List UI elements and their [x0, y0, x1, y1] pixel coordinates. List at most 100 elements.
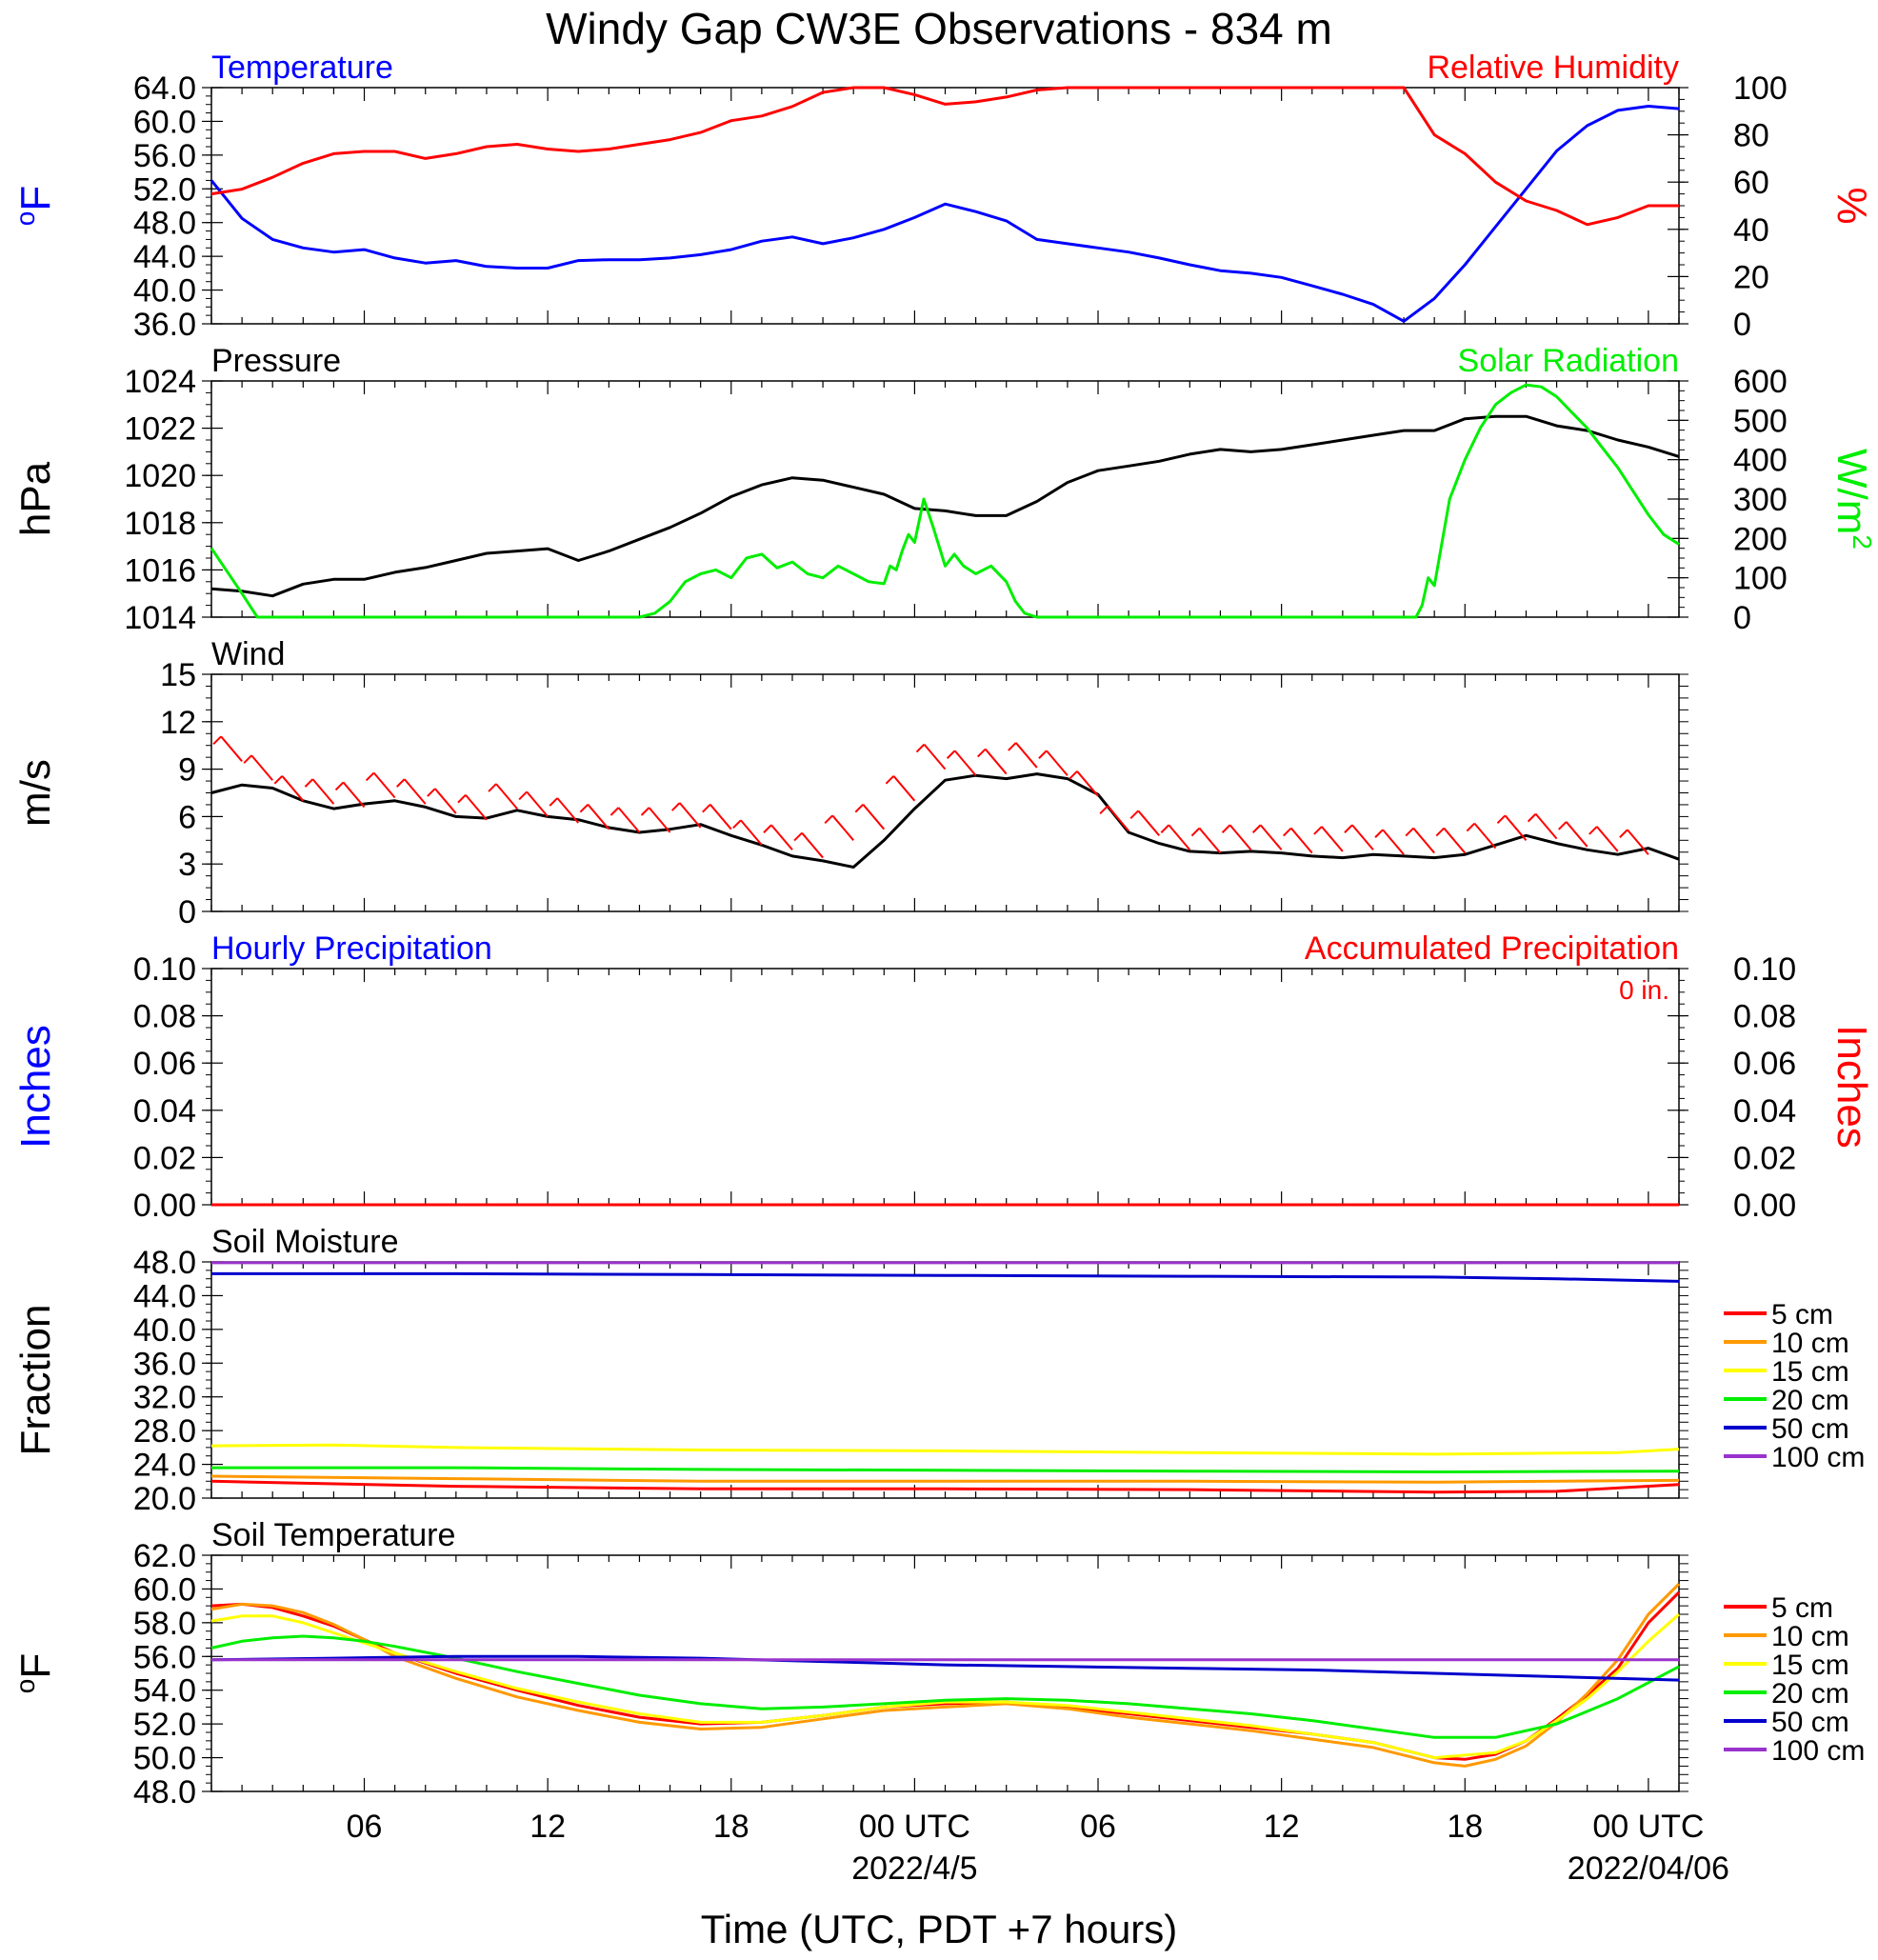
y-right-tick-label: 20 — [1733, 259, 1769, 295]
wind-barb — [1038, 750, 1069, 776]
y-tick-label: 15 — [160, 657, 196, 693]
panel-soil-moisture: 20.024.028.032.036.040.044.048.0 Soil Moi… — [12, 1224, 1865, 1517]
wind-barb-shaft — [862, 804, 886, 830]
series-line-solar-radiation — [210, 383, 1680, 619]
y-tick-label: 20.0 — [133, 1481, 196, 1517]
y-right-tick-label: 100 — [1733, 561, 1788, 597]
plot-frame — [210, 968, 1680, 1206]
y-tick-label: 32.0 — [133, 1380, 196, 1416]
wind-barb-flag — [1619, 829, 1628, 838]
wind-barb — [640, 807, 671, 833]
y-tick-label: 56.0 — [133, 1639, 196, 1675]
wind-barb — [1099, 805, 1129, 831]
legend-label: 10 cm — [1771, 1328, 1849, 1359]
series-line-50-cm — [211, 1271, 1680, 1283]
x-tick-label: 18 — [1447, 1809, 1483, 1845]
wind-barb-flag — [670, 802, 681, 811]
y-axis-label-right: W/m2 — [1828, 449, 1877, 550]
wind-barb — [488, 783, 518, 810]
wind-barb — [518, 790, 549, 818]
wind-barb — [609, 807, 641, 833]
y-right-tick-label: 80 — [1733, 118, 1769, 154]
wind-barb-flag — [640, 807, 650, 816]
y-tick-label: 56.0 — [133, 138, 196, 174]
wind-barb-flag — [793, 831, 803, 842]
y-axis-label-left: oF — [10, 1653, 59, 1693]
wind-barb-flag — [1160, 824, 1170, 833]
wind-barb — [1374, 829, 1405, 855]
legend-label: 10 cm — [1771, 1621, 1849, 1652]
series-line-temperature — [210, 105, 1680, 323]
series-line-pressure — [210, 414, 1680, 598]
wind-barb-shaft — [617, 807, 641, 833]
x-tick-label: 06 — [347, 1809, 383, 1845]
wind-barb-flag — [1038, 750, 1048, 759]
y-tick-label: 40.0 — [133, 273, 196, 310]
wind-barb-flag — [488, 783, 497, 792]
wind-barb-shaft — [1412, 827, 1435, 854]
wind-barb — [915, 743, 947, 770]
legend-label: 100 cm — [1771, 1735, 1865, 1767]
wind-barb-flag — [427, 788, 436, 797]
wind-barb-flag — [1374, 829, 1384, 838]
y-tick-label: 44.0 — [133, 1278, 196, 1314]
y-right-tick-label: 0.10 — [1733, 951, 1796, 988]
wind-barb-flag — [365, 771, 375, 782]
wind-barb — [946, 750, 977, 776]
y-right-tick-label: 600 — [1733, 364, 1788, 400]
legend-label: 20 cm — [1771, 1678, 1849, 1710]
wind-barb — [549, 797, 580, 824]
degree-sup: o — [10, 211, 40, 227]
wind-barb-shaft — [372, 771, 396, 799]
y-axis-label-left: Inches — [12, 1025, 59, 1149]
wind-barb-shaft — [1289, 827, 1313, 854]
y-tick-label: 52.0 — [133, 1707, 196, 1743]
panel-title-left: Temperature — [211, 50, 393, 86]
wind-barb-flag — [1008, 742, 1017, 751]
panel-soil-temperature: 48.050.052.054.056.058.060.062.0 Soil Tem… — [10, 1517, 1865, 1810]
y-tick-label: 0.06 — [133, 1046, 196, 1082]
wind-barb-flag — [915, 743, 926, 753]
y-tick-label: 12 — [160, 705, 196, 741]
wind-barb-shaft — [1627, 829, 1649, 855]
wind-barb-shaft — [342, 781, 366, 809]
date-label: 2022/4/5 — [851, 1850, 977, 1887]
y-tick-label: 1016 — [124, 552, 196, 589]
wind-barb-shaft — [1351, 824, 1374, 850]
y-tick-label: 1014 — [124, 600, 196, 636]
wind-barb — [396, 778, 427, 805]
y-right-tick-label: 0.00 — [1733, 1188, 1796, 1224]
plot-frame — [210, 87, 1680, 325]
panel-precip: 0.00 0.02 0.04 0.06 0.08 0.10 0.00 0.02 0.04 0.06… — [12, 930, 1875, 1224]
wind-barb-flag — [1588, 826, 1598, 835]
y-right-tick-label: 400 — [1733, 443, 1788, 479]
x-tick-label: 00 UTC — [859, 1809, 970, 1845]
wind-barb-flag — [1221, 824, 1231, 833]
x-tick-label: 18 — [713, 1809, 749, 1845]
wind-barb — [1557, 821, 1588, 848]
degree-sup: o — [10, 1679, 40, 1694]
wind-barb-shaft — [953, 750, 977, 776]
wind-barb-shaft — [1565, 821, 1588, 848]
y-tick-label: 48.0 — [133, 206, 196, 242]
wind-barb — [1527, 812, 1558, 840]
panel-title-left: Wind — [211, 636, 285, 672]
wind-barb-flag — [854, 803, 864, 813]
wind-barb-shaft — [1137, 810, 1160, 836]
wind-barb-shaft — [892, 775, 916, 802]
panel-wind: 0 3 6 9 12 15 Wind m/s — [12, 636, 1688, 930]
y-tick-label: 3 — [178, 847, 196, 883]
y-right-tick-label: 60 — [1733, 165, 1769, 201]
wind-barb — [885, 775, 916, 802]
wind-barb-shaft — [1168, 824, 1191, 850]
y-tick-label: 64.0 — [133, 70, 196, 107]
wind-barb-shaft — [1259, 824, 1283, 850]
y-tick-label: 6 — [178, 799, 196, 835]
legend-label: 5 cm — [1771, 1299, 1833, 1330]
wind-barb-shaft — [923, 743, 947, 770]
wind-barb-flag — [1405, 827, 1414, 837]
wind-barb-flag — [1313, 826, 1323, 835]
wind-barb — [1344, 824, 1374, 850]
wind-barb-flag — [457, 794, 467, 804]
series-line-20-cm — [211, 1466, 1680, 1473]
